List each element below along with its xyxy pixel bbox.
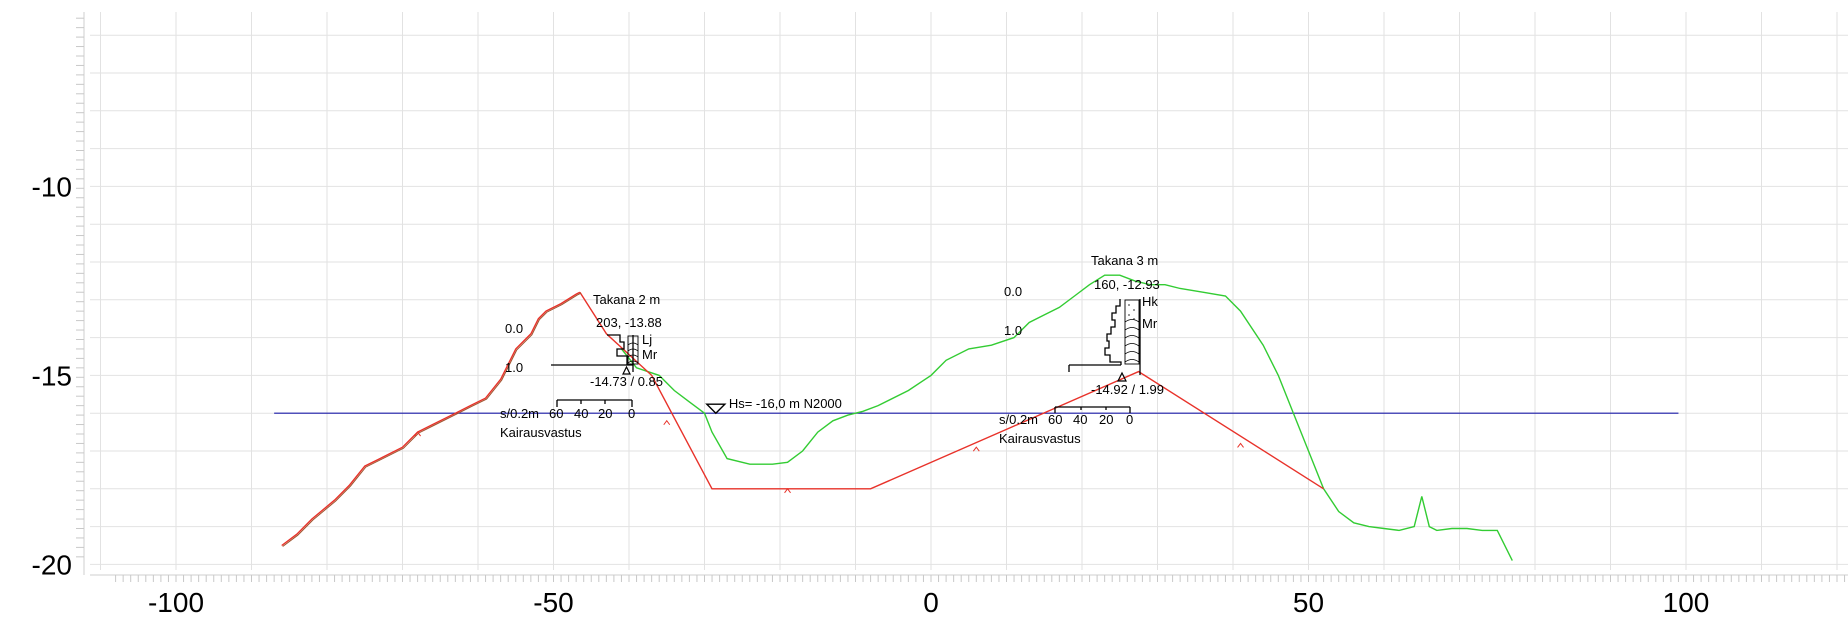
terrain-series-0 [620, 274, 1513, 561]
slope-mark [414, 431, 421, 437]
sounding-left-depth-0: 0.0 [505, 321, 523, 336]
y-tick-label: -15 [32, 360, 72, 391]
sounding-left-title: Takana 2 m [593, 292, 660, 307]
sounding-right-method: Kairausvastus [999, 431, 1081, 446]
slope-marks [414, 419, 1244, 494]
x-tick-label: 0 [923, 587, 939, 618]
sounding-left-method: Kairausvastus [500, 425, 582, 440]
sounding-left-scale-40: 40 [574, 406, 588, 421]
water-level-label: Hs= -16,0 m N2000 [729, 396, 842, 411]
sounding-left-scale-20: 20 [598, 406, 612, 421]
slope-mark [663, 419, 671, 426]
slope-mark [1237, 442, 1244, 448]
x-tick-label: 50 [1293, 587, 1324, 618]
sounding-left-scale-label: s/0.2m [500, 406, 539, 421]
slope-mark [784, 487, 791, 494]
grid [90, 12, 1848, 570]
water-level-triangle-icon [705, 403, 727, 415]
x-tick-label: -50 [533, 587, 573, 618]
sounding-right-resistance: 160, -12.93 [1094, 277, 1160, 292]
terrain-series-2 [579, 291, 1324, 490]
sounding-right-depth-0: 0.0 [1004, 284, 1022, 299]
sounding-left: Takana 2 m 203, -13.88 0.0 1.0 -14.73 / … [500, 292, 663, 440]
sounding-left-depth-1: 1.0 [505, 360, 523, 375]
sounding-right-scale-60: 60 [1048, 412, 1062, 427]
sounding-right-scale-20: 20 [1099, 412, 1113, 427]
sounding-left-resistance: 203, -13.88 [596, 315, 662, 330]
sounding-left-bottom: -14.73 / 0.85 [590, 374, 663, 389]
water-level: Hs= -16,0 m N2000 [274, 396, 1679, 415]
terrain-profiles [281, 274, 1513, 561]
sounding-left-scale-60: 60 [549, 406, 563, 421]
sounding-left-layer-2: Mr [642, 347, 658, 362]
sounding-right-title: Takana 3 m [1091, 253, 1158, 268]
sounding-right-depth-1: 1.0 [1004, 323, 1022, 338]
terrain-shadow [282, 292, 582, 547]
sounding-right-bottom: -14.92 / 1.99 [1091, 382, 1164, 397]
sounding-left-layer-1: Lj [642, 332, 652, 347]
sounding-right-graph [1054, 299, 1141, 413]
sounding-left-graph [551, 334, 639, 407]
x-tick-label: -100 [148, 587, 204, 618]
sounding-right-scale-40: 40 [1073, 412, 1087, 427]
slope-mark [972, 446, 980, 452]
axes: -100 -50 0 50 100 -10 -15 -20 [32, 12, 1848, 618]
sounding-left-scale-0: 0 [628, 406, 635, 421]
sounding-right-layer-1: Hk [1142, 294, 1158, 309]
terrain-series-1 [281, 291, 581, 547]
sounding-right-scale-0: 0 [1126, 412, 1133, 427]
sounding-right: Takana 3 m 160, -12.93 0.0 1.0 -14.92 / … [999, 253, 1164, 446]
y-tick-label: -10 [32, 171, 72, 202]
y-tick-label: -20 [32, 549, 72, 580]
sounding-right-scale-label: s/0.2m [999, 412, 1038, 427]
x-tick-label: 100 [1663, 587, 1710, 618]
sounding-right-layer-2: Mr [1142, 316, 1158, 331]
